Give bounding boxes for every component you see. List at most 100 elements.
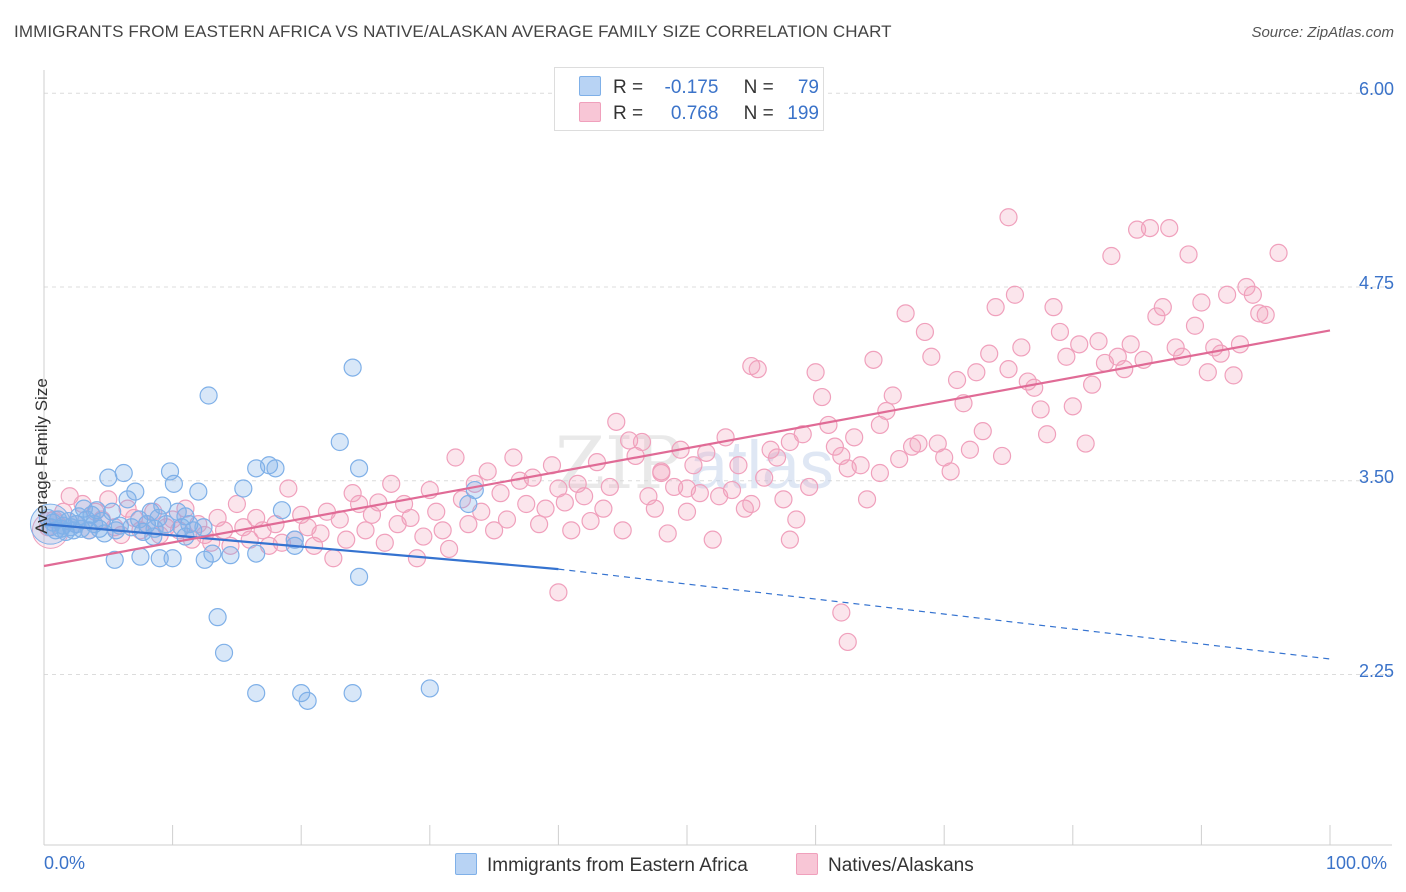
legend-pink-r: 0.768 xyxy=(670,103,719,124)
point-immigrants-eastern-africa xyxy=(298,691,317,710)
trend-lines xyxy=(43,329,1331,660)
y-axis-label: Average Family Size xyxy=(32,378,51,534)
point-natives-alaskans xyxy=(774,490,793,509)
point-immigrants-eastern-africa xyxy=(163,549,182,568)
point-natives-alaskans xyxy=(1012,338,1031,357)
point-immigrants-eastern-africa xyxy=(272,501,292,520)
point-natives-alaskans xyxy=(279,479,298,498)
point-natives-alaskans xyxy=(992,446,1012,466)
point-natives-alaskans xyxy=(549,583,568,602)
point-natives-alaskans xyxy=(1230,335,1250,354)
point-natives-alaskans xyxy=(1179,245,1198,264)
point-immigrants-eastern-africa xyxy=(266,459,285,478)
point-natives-alaskans xyxy=(382,474,401,493)
point-immigrants-eastern-africa xyxy=(208,608,227,627)
point-natives-alaskans xyxy=(896,304,915,323)
point-natives-alaskans xyxy=(967,363,986,382)
point-natives-alaskans xyxy=(1269,243,1288,262)
point-natives-alaskans xyxy=(960,440,980,459)
point-immigrants-eastern-africa xyxy=(343,358,362,377)
y-tick-label: 2.25 xyxy=(1358,660,1394,681)
point-natives-alaskans xyxy=(1166,338,1185,357)
point-natives-alaskans xyxy=(575,487,594,506)
point-natives-alaskans xyxy=(324,549,343,568)
point-natives-alaskans xyxy=(1160,219,1179,238)
point-natives-alaskans xyxy=(214,521,234,540)
point-natives-alaskans xyxy=(600,477,619,497)
point-natives-alaskans xyxy=(780,530,799,549)
legend-n-label: N = xyxy=(743,103,774,124)
point-natives-alaskans xyxy=(812,387,832,407)
point-natives-alaskans xyxy=(491,484,510,503)
y-tick-label: 4.75 xyxy=(1358,273,1394,293)
y-tick-label: 6.00 xyxy=(1358,79,1394,100)
point-immigrants-eastern-africa xyxy=(349,567,369,586)
point-immigrants-eastern-africa xyxy=(343,683,362,703)
point-natives-alaskans xyxy=(870,463,890,483)
point-natives-alaskans xyxy=(607,412,626,431)
trend-line-blue-solid xyxy=(43,523,559,571)
point-natives-alaskans xyxy=(729,456,748,475)
trend-line-pink xyxy=(43,329,1331,568)
point-natives-alaskans xyxy=(947,370,967,390)
point-immigrants-eastern-africa xyxy=(103,502,122,521)
point-natives-alaskans xyxy=(427,502,446,521)
point-natives-alaskans xyxy=(1057,347,1076,366)
point-natives-alaskans xyxy=(1243,285,1262,304)
point-natives-alaskans xyxy=(497,510,517,529)
chart-source: Source: ZipAtlas.com xyxy=(1251,24,1394,41)
point-natives-alaskans xyxy=(755,468,774,487)
point-natives-alaskans xyxy=(851,456,870,475)
point-natives-alaskans xyxy=(401,508,420,528)
point-immigrants-eastern-africa xyxy=(87,501,106,520)
point-natives-alaskans xyxy=(832,603,851,622)
point-natives-alaskans xyxy=(941,462,960,481)
legend-pink-n: 199 xyxy=(787,103,819,124)
point-natives-alaskans xyxy=(587,453,607,472)
legend-swatch-pink xyxy=(579,102,601,122)
point-natives-alaskans xyxy=(838,632,857,652)
point-immigrants-eastern-africa xyxy=(465,480,484,500)
legend-blue-n: 79 xyxy=(797,77,819,98)
legend-r-label: R = xyxy=(613,103,644,124)
point-natives-alaskans xyxy=(922,347,941,366)
point-natives-alaskans xyxy=(118,499,137,518)
point-immigrants-eastern-africa xyxy=(157,515,176,534)
point-immigrants-eastern-africa xyxy=(99,468,118,487)
point-natives-alaskans xyxy=(1082,375,1102,394)
point-natives-alaskans xyxy=(857,490,877,509)
point-natives-alaskans xyxy=(1070,335,1089,354)
bottom-legend-pink-label: Natives/Alaskans xyxy=(828,855,974,876)
point-natives-alaskans xyxy=(825,437,844,456)
point-natives-alaskans xyxy=(555,493,574,512)
point-natives-alaskans xyxy=(536,499,555,518)
point-natives-alaskans xyxy=(594,499,613,518)
point-natives-alaskans xyxy=(986,298,1005,317)
point-natives-alaskans xyxy=(356,521,375,540)
point-immigrants-eastern-africa xyxy=(114,463,133,483)
bottom-legend-swatch-pink xyxy=(796,853,818,875)
axes xyxy=(43,70,1392,846)
point-natives-alaskans xyxy=(980,344,999,363)
point-natives-alaskans xyxy=(530,515,549,534)
legend: R = -0.175 N = 79 R = 0.768 N = 199 xyxy=(554,67,824,131)
point-natives-alaskans xyxy=(742,494,761,514)
legend-row-blue: R = -0.175 N = 79 xyxy=(579,76,819,100)
point-natives-alaskans xyxy=(343,484,362,503)
point-immigrants-eastern-africa xyxy=(153,496,172,515)
point-immigrants-eastern-africa xyxy=(126,482,145,501)
point-natives-alaskans xyxy=(819,415,838,435)
point-natives-alaskans xyxy=(1140,219,1160,238)
trend-line-blue-dashed xyxy=(558,568,1331,660)
point-natives-alaskans xyxy=(697,443,716,462)
point-natives-alaskans xyxy=(1025,378,1044,397)
point-natives-alaskans xyxy=(845,428,864,447)
point-natives-alaskans xyxy=(1211,344,1230,363)
point-natives-alaskans xyxy=(414,527,433,546)
point-natives-alaskans xyxy=(439,539,459,559)
point-natives-alaskans xyxy=(1031,400,1050,419)
grid-lines xyxy=(44,92,1392,675)
point-natives-alaskans xyxy=(1256,305,1275,324)
point-natives-alaskans xyxy=(767,448,787,467)
chart-title: IMMIGRANTS FROM EASTERN AFRICA VS NATIVE… xyxy=(14,22,892,41)
